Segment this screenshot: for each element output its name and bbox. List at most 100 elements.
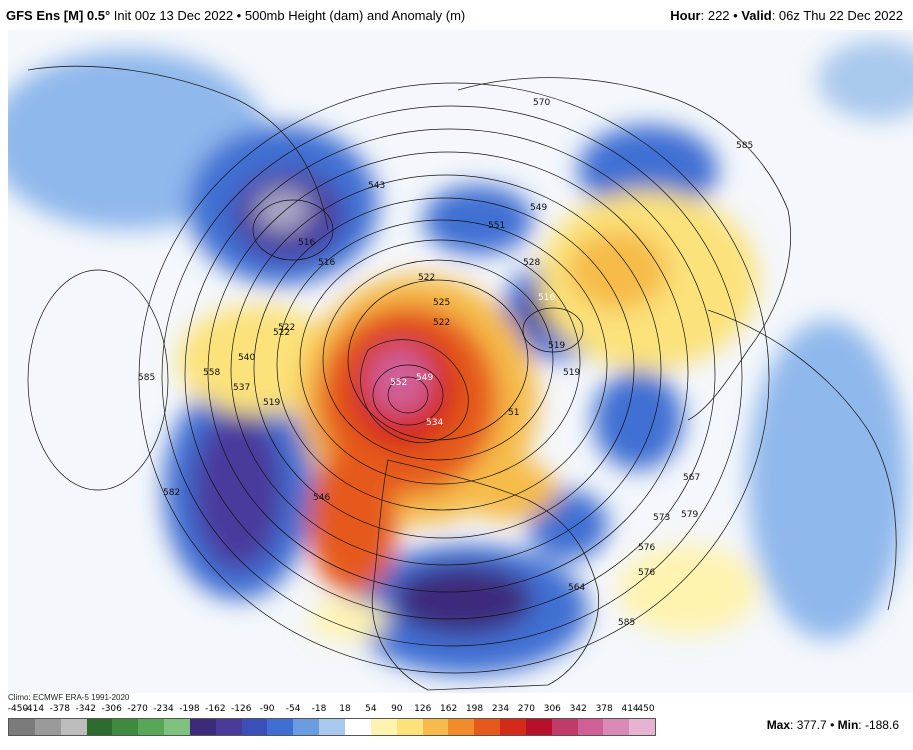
header-bar: GFS Ens [M] 0.5° Init 00z 13 Dec 2022 • … [0,0,913,30]
contour-label: 516 [298,238,315,248]
height-contours [27,82,770,674]
colorbar-swatch [293,719,320,735]
maxmin-separator: • [830,718,835,732]
colorbar-tick-label: -126 [231,704,252,714]
colorbar-tick-label: -342 [75,704,96,714]
contour-label: 585 [618,618,635,628]
map-title: GFS Ens [M] 0.5° Init 00z 13 Dec 2022 • … [6,8,465,23]
colorbar-swatch [138,719,165,735]
hour-value: : 222 [700,8,730,23]
contour-label: 552 [390,378,407,388]
product-name: 500mb Height (dam) and Anomaly (m) [244,8,466,23]
contour-label: 543 [368,181,385,191]
contour-label: 519 [263,398,280,408]
map-canvas: 585 543 570 585 549 551 528 516 522 516 … [8,30,913,693]
colorbar-tick-label: 126 [414,704,432,714]
contour-label: 570 [533,98,550,108]
colorbar-swatch [215,719,242,735]
colorbar-tick-label: -414 [23,704,45,714]
anomaly-map: 585 543 570 585 549 551 528 516 522 516 … [8,30,913,693]
colorbar-swatch [603,719,630,735]
max-min-readout: Max: 377.7 • Min: -188.6 [767,718,899,732]
contour-label: 534 [426,418,443,428]
colorbar-swatch [629,719,656,735]
contour-label: 519 [563,368,580,378]
colorbar-tick-label: -234 [153,704,174,714]
contour-label: 582 [163,488,180,498]
colorbar-swatch [86,719,113,735]
contour-label: 522 [418,273,435,283]
contour-label: 540 [238,353,255,363]
contour-label: 522 [273,328,290,338]
colorbar-tick-label: 234 [491,704,510,714]
colorbar-swatch [422,719,449,735]
colorbar-tick-label: 54 [365,704,377,714]
colorbar-swatch [319,719,345,735]
contour-label: 516 [538,293,555,303]
forecast-meta: Hour: 222 • Valid: 06z Thu 22 Dec 2022 [670,8,903,23]
contour-label: 567 [683,473,700,483]
contour-label: 558 [203,368,220,378]
hour-label: Hour [670,8,701,23]
contour-label: 522 [278,323,295,333]
contour-label: 522 [433,318,450,328]
colorbar-swatch [344,719,371,735]
colorbar-tick-label: 18 [339,704,351,714]
colorbar-tick-label: 162 [440,704,458,714]
init-time: Init 00z 13 Dec 2022 [113,8,234,23]
title-separator: • [236,8,242,23]
contour-label: 546 [313,493,330,503]
colorbar-swatches [8,718,656,736]
contour-label: 549 [530,203,547,213]
colorbar-tick-label: -162 [205,704,226,714]
max-label: Max [766,718,791,732]
contour-label: 537 [233,383,250,393]
colorbar-swatch [267,719,294,735]
colorbar-swatch [448,719,475,735]
colorbar-tick-label: -270 [127,704,148,714]
colorbar-tick-label: -90 [259,704,275,714]
colorbar-tick-labels: -450 -414 -378 -342 -306 -270 -234 -198 -162 -126… [8,704,656,716]
contour-label: 525 [433,298,450,308]
colorbar-tick-label: 306 [543,704,561,714]
colorbar-tick-label: 198 [465,704,484,714]
contour-label: 528 [523,258,540,268]
anomaly-shading [8,40,913,675]
colorbar-tick-label: -306 [101,704,122,714]
colorbar-swatch [396,719,423,735]
contour-label: 551 [488,221,505,231]
colorbar-swatch [34,719,61,735]
colorbar-tick-label: -18 [311,704,327,714]
contour-label: 51 [508,408,519,418]
colorbar-swatch [241,719,268,735]
min-label: Min [837,718,859,732]
contour-label: 585 [138,373,155,383]
colorbar-swatch [9,719,35,735]
colorbar-tick-label: 450 [637,704,655,714]
colorbar-swatch [164,719,190,735]
climatology-note: Climo: ECMWF ERA-5 1991-2020 [8,693,130,702]
meta-separator: • [733,8,738,23]
colorbar-swatch [474,719,501,735]
anomaly-colorbar: -450 -414 -378 -342 -306 -270 -234 -198 -162 -126… [8,704,656,750]
colorbar-tick-label: 90 [391,704,403,714]
contour-label: 576 [638,543,655,553]
contour-label: 564 [568,583,585,593]
contour-label: 585 [736,141,753,151]
coastlines [27,65,897,691]
contour-label: 516 [318,258,335,268]
colorbar-swatch [112,719,139,735]
valid-label: Valid [741,8,772,23]
min-value: : -188.6 [858,718,899,732]
contour-label: 579 [681,510,698,520]
colorbar-tick-label: 378 [595,704,613,714]
colorbar-tick-label: -378 [49,704,71,714]
contour-label: 576 [638,568,655,578]
colorbar-tick-label: -450 [7,704,29,714]
contour-label: 549 [416,373,433,383]
contour-label: 519 [548,341,565,351]
contour-label: 573 [653,513,670,523]
colorbar-swatch [60,719,87,735]
colorbar-tick-label: 342 [569,704,587,714]
colorbar-tick-label: -54 [285,704,301,714]
